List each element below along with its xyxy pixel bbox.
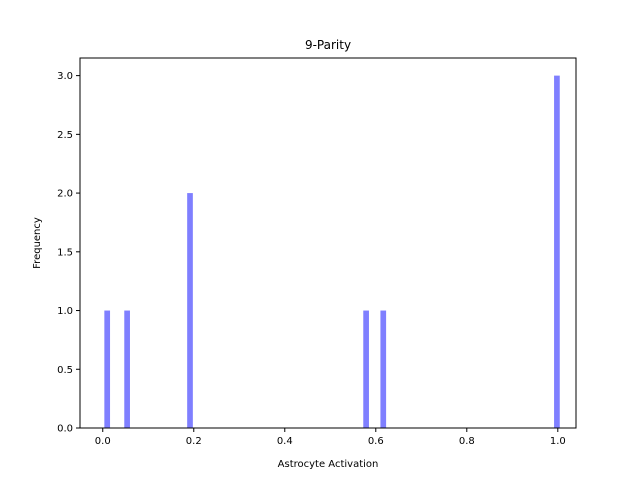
x-tick-label: 0.6 — [368, 436, 384, 447]
y-tick-label: 1.5 — [57, 247, 73, 258]
y-tick-label: 2.0 — [57, 189, 73, 200]
y-axis-label: Frequency — [32, 217, 43, 269]
y-tick-label: 3.0 — [57, 71, 73, 82]
bars-group — [104, 75, 560, 428]
x-tick-label: 1.0 — [550, 436, 566, 447]
plot-frame — [79, 57, 577, 429]
histogram-bar-0 — [104, 310, 111, 428]
histogram-bar-4 — [380, 310, 387, 428]
histogram-bar-5 — [554, 75, 560, 428]
y-tick-label: 2.5 — [57, 130, 73, 141]
x-axis-ticks: 0.0 0.2 0.4 0.6 0.8 1.0 — [95, 428, 566, 447]
histogram-bar-1 — [124, 310, 130, 428]
x-axis-label: Astrocyte Activation — [278, 459, 379, 470]
y-tick-label: 0.0 — [57, 424, 73, 435]
y-axis-ticks: 0.0 0.5 1.0 1.5 2.0 2.5 3.0 — [57, 71, 80, 435]
y-tick-label: 0.5 — [57, 365, 73, 376]
x-tick-label: 0.2 — [186, 436, 202, 447]
x-tick-label: 0.4 — [277, 436, 293, 447]
x-tick-label: 0.0 — [95, 436, 111, 447]
x-tick-label: 0.8 — [459, 436, 475, 447]
chart-title: 9-Parity — [305, 38, 351, 52]
histogram-bar-2 — [187, 193, 193, 428]
histogram-bar-3 — [363, 310, 369, 428]
y-tick-label: 1.0 — [57, 306, 73, 317]
